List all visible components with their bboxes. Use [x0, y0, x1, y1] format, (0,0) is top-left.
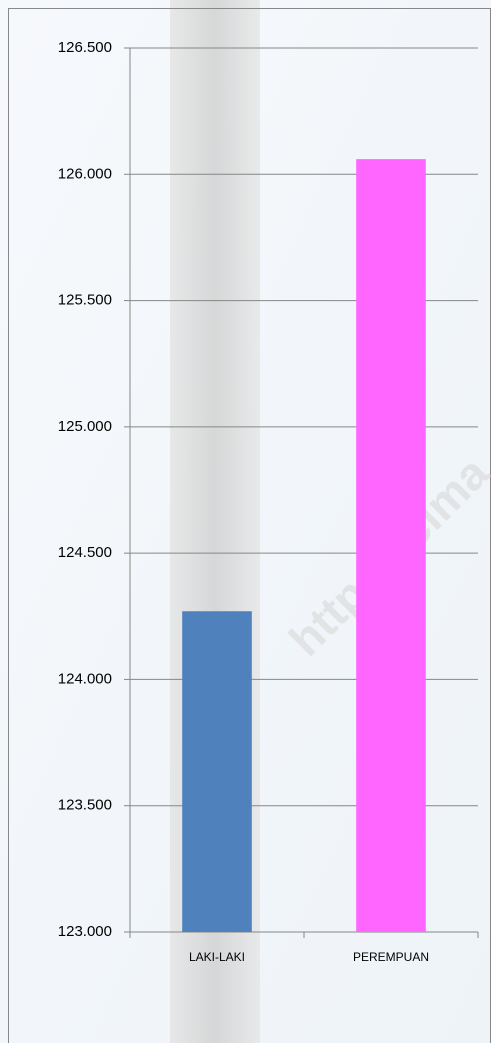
- y-tick-label: 123.000: [58, 923, 112, 940]
- y-tick-label: 125.500: [58, 292, 112, 309]
- y-tick-label: 124.500: [58, 544, 112, 561]
- y-tick-label: 124.000: [58, 670, 112, 687]
- y-tick-label: 123.500: [58, 797, 112, 814]
- bar: [356, 159, 426, 933]
- x-tick-label: LAKI-LAKI: [189, 950, 245, 964]
- y-tick-label: 126.500: [58, 39, 112, 56]
- y-tick-label: 125.000: [58, 418, 112, 435]
- bar: [182, 611, 252, 932]
- y-tick-label: 126.000: [58, 165, 112, 182]
- x-tick-label: PEREMPUAN: [353, 950, 429, 964]
